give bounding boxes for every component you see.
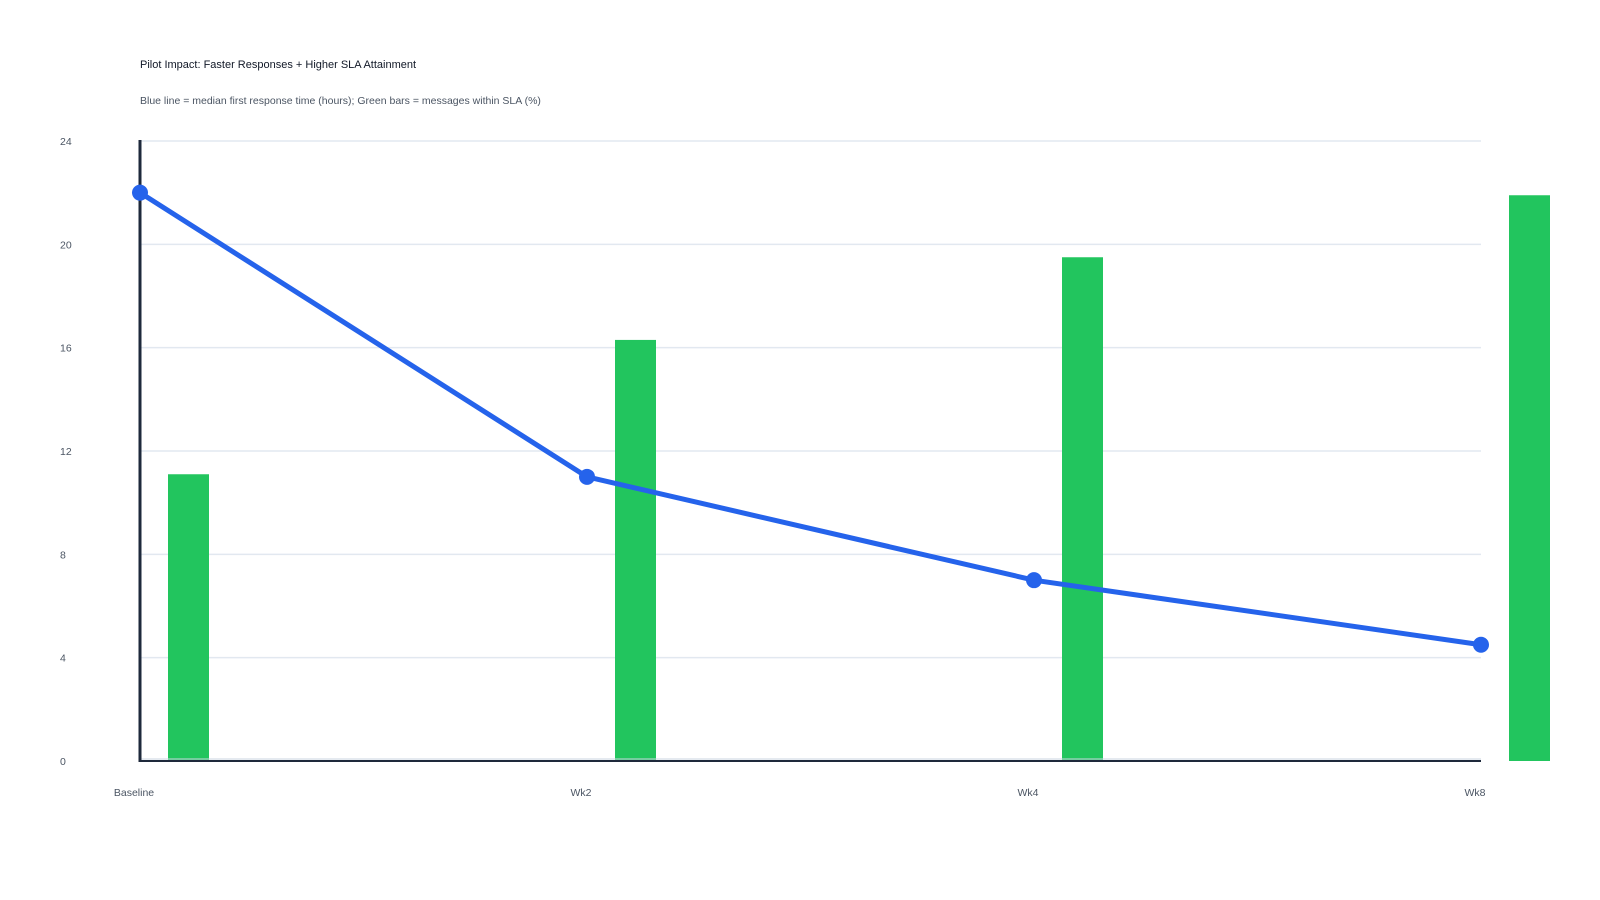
sla-bar — [615, 339, 656, 761]
response-time-point — [132, 184, 148, 201]
x-tick-label: Baseline — [114, 787, 154, 799]
sla-bar — [168, 474, 209, 761]
y-tick-label: 4 — [60, 653, 66, 665]
chart-title: Pilot Impact: Faster Responses + Higher … — [140, 59, 417, 71]
sla-bar — [1062, 257, 1103, 761]
y-tick-label: 12 — [60, 446, 72, 458]
y-tick-label: 20 — [60, 239, 72, 251]
y-tick-label: 8 — [60, 549, 66, 561]
sla-bar — [1509, 195, 1550, 761]
y-tick-label: 24 — [60, 136, 72, 148]
y-tick-label: 16 — [60, 343, 72, 355]
response-time-point — [579, 468, 595, 485]
x-tick-label: Wk2 — [571, 787, 592, 799]
x-tick-label: Wk4 — [1018, 787, 1039, 799]
y-tick-label: 0 — [60, 756, 66, 768]
response-time-line — [138, 190, 1482, 648]
response-time-point — [1473, 636, 1489, 653]
response-time-point — [1026, 572, 1042, 589]
chart-subtitle: Blue line = median first response time (… — [140, 95, 541, 107]
x-tick-label: Wk8 — [1465, 787, 1486, 799]
